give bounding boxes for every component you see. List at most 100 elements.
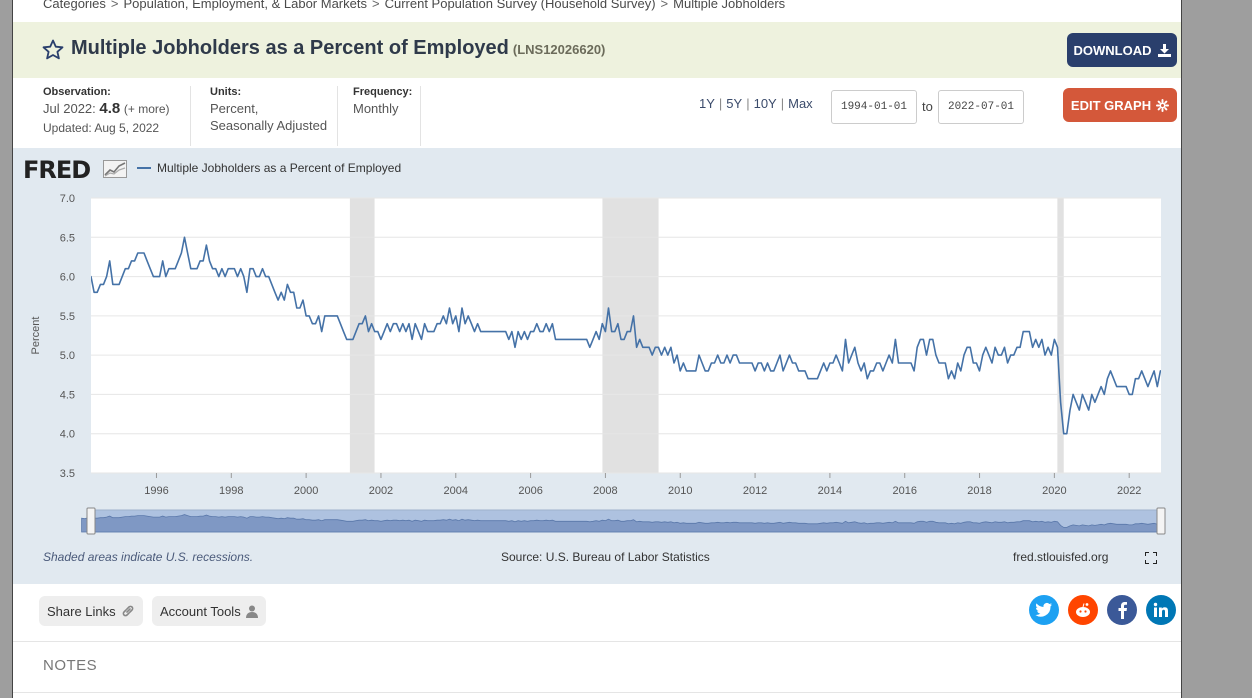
observation-more-link[interactable]: (+ more) [123,102,170,116]
edit-graph-label: EDIT GRAPH [1070,97,1152,113]
fred-site-link[interactable]: fred.stlouisfed.org [1013,550,1109,564]
legend-label: Multiple Jobholders as a Percent of Empl… [157,161,402,175]
y-tick-label: 4.5 [60,389,75,401]
navigator-handle[interactable] [1156,507,1166,535]
breadcrumb-item-categories[interactable]: Categories [43,0,106,11]
download-button[interactable]: DOWNLOAD [1067,33,1177,67]
chart-panel: FRED Multiple Jobholders as a Percent of… [13,148,1181,584]
breadcrumb-separator: > [371,0,380,11]
range-separator: | [780,96,785,111]
x-tick-label: 2014 [818,485,842,497]
range-10y[interactable]: 10Y [753,96,777,111]
gear-icon [1156,98,1170,112]
range-separator: | [746,96,750,111]
y-axis-label: Percent [30,317,42,355]
source-note: Source: U.S. Bureau of Labor Statistics [501,550,710,564]
account-tools-button[interactable]: Account Tools [152,596,266,626]
navigator-series [81,514,1164,533]
facebook-icon[interactable] [1107,595,1137,625]
range-max[interactable]: Max [788,96,813,111]
range-5y[interactable]: 5Y [726,96,743,111]
share-links-button[interactable]: Share Links [39,596,143,626]
frequency-label: Frequency: [353,86,413,98]
share-links-label: Share Links [47,603,116,619]
page-title: Multiple Jobholders as a Percent of Empl… [71,37,605,60]
reddit-alien-icon [1076,603,1090,617]
linkedin-icon[interactable] [1146,595,1176,625]
observation-line: Jul 2022: 4.8 (+ more) [43,100,190,118]
observation-value: 4.8 [99,100,121,117]
breadcrumb-separator: > [110,0,119,11]
title-bar: Multiple Jobholders as a Percent of Empl… [13,22,1181,78]
x-tick-label: 2004 [444,485,468,497]
recession-note: Shaded areas indicate U.S. recessions. [43,550,254,564]
y-tick-label: 3.5 [60,468,75,480]
units-block: Units: Percent, Seasonally Adjusted [210,86,338,146]
start-date-input[interactable]: 1994-01-01 [831,90,917,124]
y-tick-label: 6.5 [60,232,75,244]
star-icon[interactable] [41,38,65,62]
observation-block: Observation: Jul 2022: 4.8 (+ more) Upda… [43,86,191,146]
observation-label: Observation: [43,86,111,98]
x-tick-label: 1996 [144,485,168,497]
series-meta: Observation: Jul 2022: 4.8 (+ more) Upda… [13,80,1181,150]
range-selector: 1Y | 5Y | 10Y | Max [699,96,813,111]
breadcrumb-item-population[interactable]: Population, Employment, & Labor Markets [123,0,367,11]
page: Categories > Population, Employment, & Lab… [12,0,1182,698]
notes-heading: NOTES [43,657,98,674]
user-icon [245,605,258,618]
units-label: Units: [210,86,242,98]
account-tools-label: Account Tools [160,603,241,619]
x-tick-label: 2012 [743,485,767,497]
y-tick-label: 5.0 [60,350,75,362]
range-1y[interactable]: 1Y [699,96,715,111]
reddit-icon[interactable] [1068,595,1098,625]
series-line [91,236,1161,435]
linkedin-in-icon [1153,602,1168,617]
range-separator: | [718,96,723,111]
line-chart: 3.5 4.0 4.5 5.0 5.5 6.0 6.5 7.0 1996 1998 2000 2002… [30,193,1166,535]
recession-band [602,198,659,473]
x-tick-label: 2016 [892,485,916,497]
breadcrumb-separator: > [660,0,669,11]
twitter-icon[interactable] [1029,595,1059,625]
series-code: (LNS12026620) [512,42,606,57]
link-icon [122,605,134,617]
updated-date: Updated: Aug 5, 2022 [43,121,160,135]
end-date-input[interactable]: 2022-07-01 [938,90,1024,124]
x-tick-label: 2008 [593,485,617,497]
x-tick-label: 2002 [369,485,393,497]
tools-bar: Share Links Account Tools [13,584,1181,642]
x-tick-label: 1998 [219,485,243,497]
chart-legend: Multiple Jobholders as a Percent of Empl… [137,161,401,175]
x-tick-label: 2010 [668,485,692,497]
fred-logo-graph-icon [103,160,127,178]
legend-swatch [137,167,151,169]
units-line1: Percent, [210,101,259,116]
x-tick-label: 2000 [294,485,318,497]
breadcrumb-item-multiple-jobholders[interactable]: Multiple Jobholders [673,0,786,11]
x-tick-label: 2022 [1117,485,1141,497]
x-tick-label: 2006 [518,485,542,497]
navigator-handle[interactable] [86,507,96,535]
to-label: to [922,99,933,114]
twitter-bird-icon [1035,602,1052,617]
breadcrumb: Categories > Population, Employment, & Lab… [43,0,785,11]
fullscreen-icon[interactable] [1145,552,1157,564]
units-line2: Seasonally Adjusted [210,118,328,133]
x-tick-label: 2020 [1042,485,1066,497]
frequency-value: Monthly [353,101,399,116]
series-title: Multiple Jobholders as a Percent of Empl… [71,37,509,59]
y-tick-label: 7.0 [60,193,75,205]
y-tick-label: 6.0 [60,272,75,284]
download-icon [1157,43,1171,57]
recession-band [1057,198,1064,473]
edit-graph-button[interactable]: EDIT GRAPH [1063,88,1177,122]
frequency-block: Frequency: Monthly [353,86,421,146]
x-tick-label: 2018 [967,485,991,497]
download-label: DOWNLOAD [1073,42,1152,58]
y-tick-label: 5.5 [60,311,75,323]
fred-brand-text: FRED [23,156,91,184]
facebook-f-icon [1118,602,1127,619]
breadcrumb-item-cps[interactable]: Current Population Survey (Household Sur… [384,0,656,11]
